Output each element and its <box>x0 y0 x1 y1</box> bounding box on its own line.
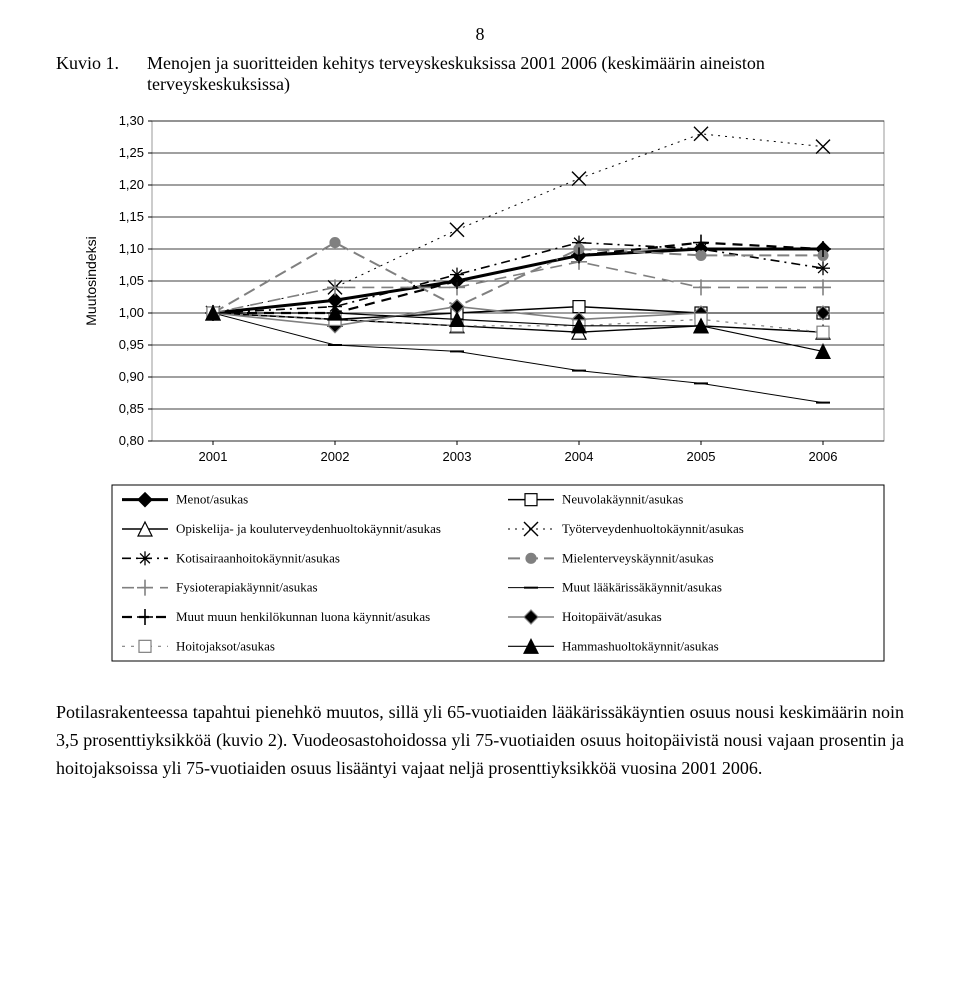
svg-text:0,95: 0,95 <box>119 337 144 352</box>
svg-text:2003: 2003 <box>443 449 472 464</box>
svg-text:2001: 2001 <box>199 449 228 464</box>
svg-text:2006: 2006 <box>809 449 838 464</box>
svg-text:1,05: 1,05 <box>119 273 144 288</box>
svg-text:Opiskelija- ja kouluterveydenh: Opiskelija- ja kouluterveydenhuoltokäynn… <box>176 521 441 536</box>
chart-svg: 0,80 0,85 0,90 0,95 1,00 1,05 1,10 1,15 1,20 1,25… <box>56 111 904 671</box>
svg-text:1,20: 1,20 <box>119 177 144 192</box>
svg-text:Työterveydenhuoltokäynnit/asuk: Työterveydenhuoltokäynnit/asukas <box>562 521 744 536</box>
svg-text:Hoitopäivät/asukas: Hoitopäivät/asukas <box>562 609 662 624</box>
svg-text:1,30: 1,30 <box>119 113 144 128</box>
svg-text:Menot/asukas: Menot/asukas <box>176 492 248 507</box>
figure-caption: Kuvio 1. Menojen ja suoritteiden kehitys… <box>56 53 904 95</box>
page-number: 8 <box>56 24 904 45</box>
svg-text:0,85: 0,85 <box>119 401 144 416</box>
svg-text:2005: 2005 <box>687 449 716 464</box>
svg-text:2002: 2002 <box>321 449 350 464</box>
svg-text:Hammashuoltokäynnit/asukas: Hammashuoltokäynnit/asukas <box>562 638 719 653</box>
svg-text:1,00: 1,00 <box>119 305 144 320</box>
svg-text:Hoitojaksot/asukas: Hoitojaksot/asukas <box>176 638 275 653</box>
svg-text:0,90: 0,90 <box>119 369 144 384</box>
svg-text:Kotisairaanhoitokäynnit/asukas: Kotisairaanhoitokäynnit/asukas <box>176 550 340 565</box>
svg-text:Neuvolakäynnit/asukas: Neuvolakäynnit/asukas <box>562 492 683 507</box>
svg-text:2004: 2004 <box>565 449 594 464</box>
caption-text: Menojen ja suoritteiden kehitys terveysk… <box>147 53 904 95</box>
svg-text:Fysioterapiakäynnit/asukas: Fysioterapiakäynnit/asukas <box>176 580 318 595</box>
svg-text:0,80: 0,80 <box>119 433 144 448</box>
svg-text:1,15: 1,15 <box>119 209 144 224</box>
body-paragraph: Potilasrakenteessa tapahtui pienehkö muu… <box>56 699 904 783</box>
svg-text:Muut lääkärissäkäynnit/asukas: Muut lääkärissäkäynnit/asukas <box>562 580 722 595</box>
svg-text:Muutosindeksi: Muutosindeksi <box>83 236 99 326</box>
svg-text:1,10: 1,10 <box>119 241 144 256</box>
caption-label: Kuvio 1. <box>56 53 119 95</box>
svg-text:1,25: 1,25 <box>119 145 144 160</box>
svg-text:Muut muun henkilökunnan luona: Muut muun henkilökunnan luona käynnit/as… <box>176 609 430 624</box>
line-chart: 0,80 0,85 0,90 0,95 1,00 1,05 1,10 1,15 1,20 1,25… <box>56 111 904 671</box>
svg-text:Mielenterveyskäynnit/asukas: Mielenterveyskäynnit/asukas <box>562 550 714 565</box>
